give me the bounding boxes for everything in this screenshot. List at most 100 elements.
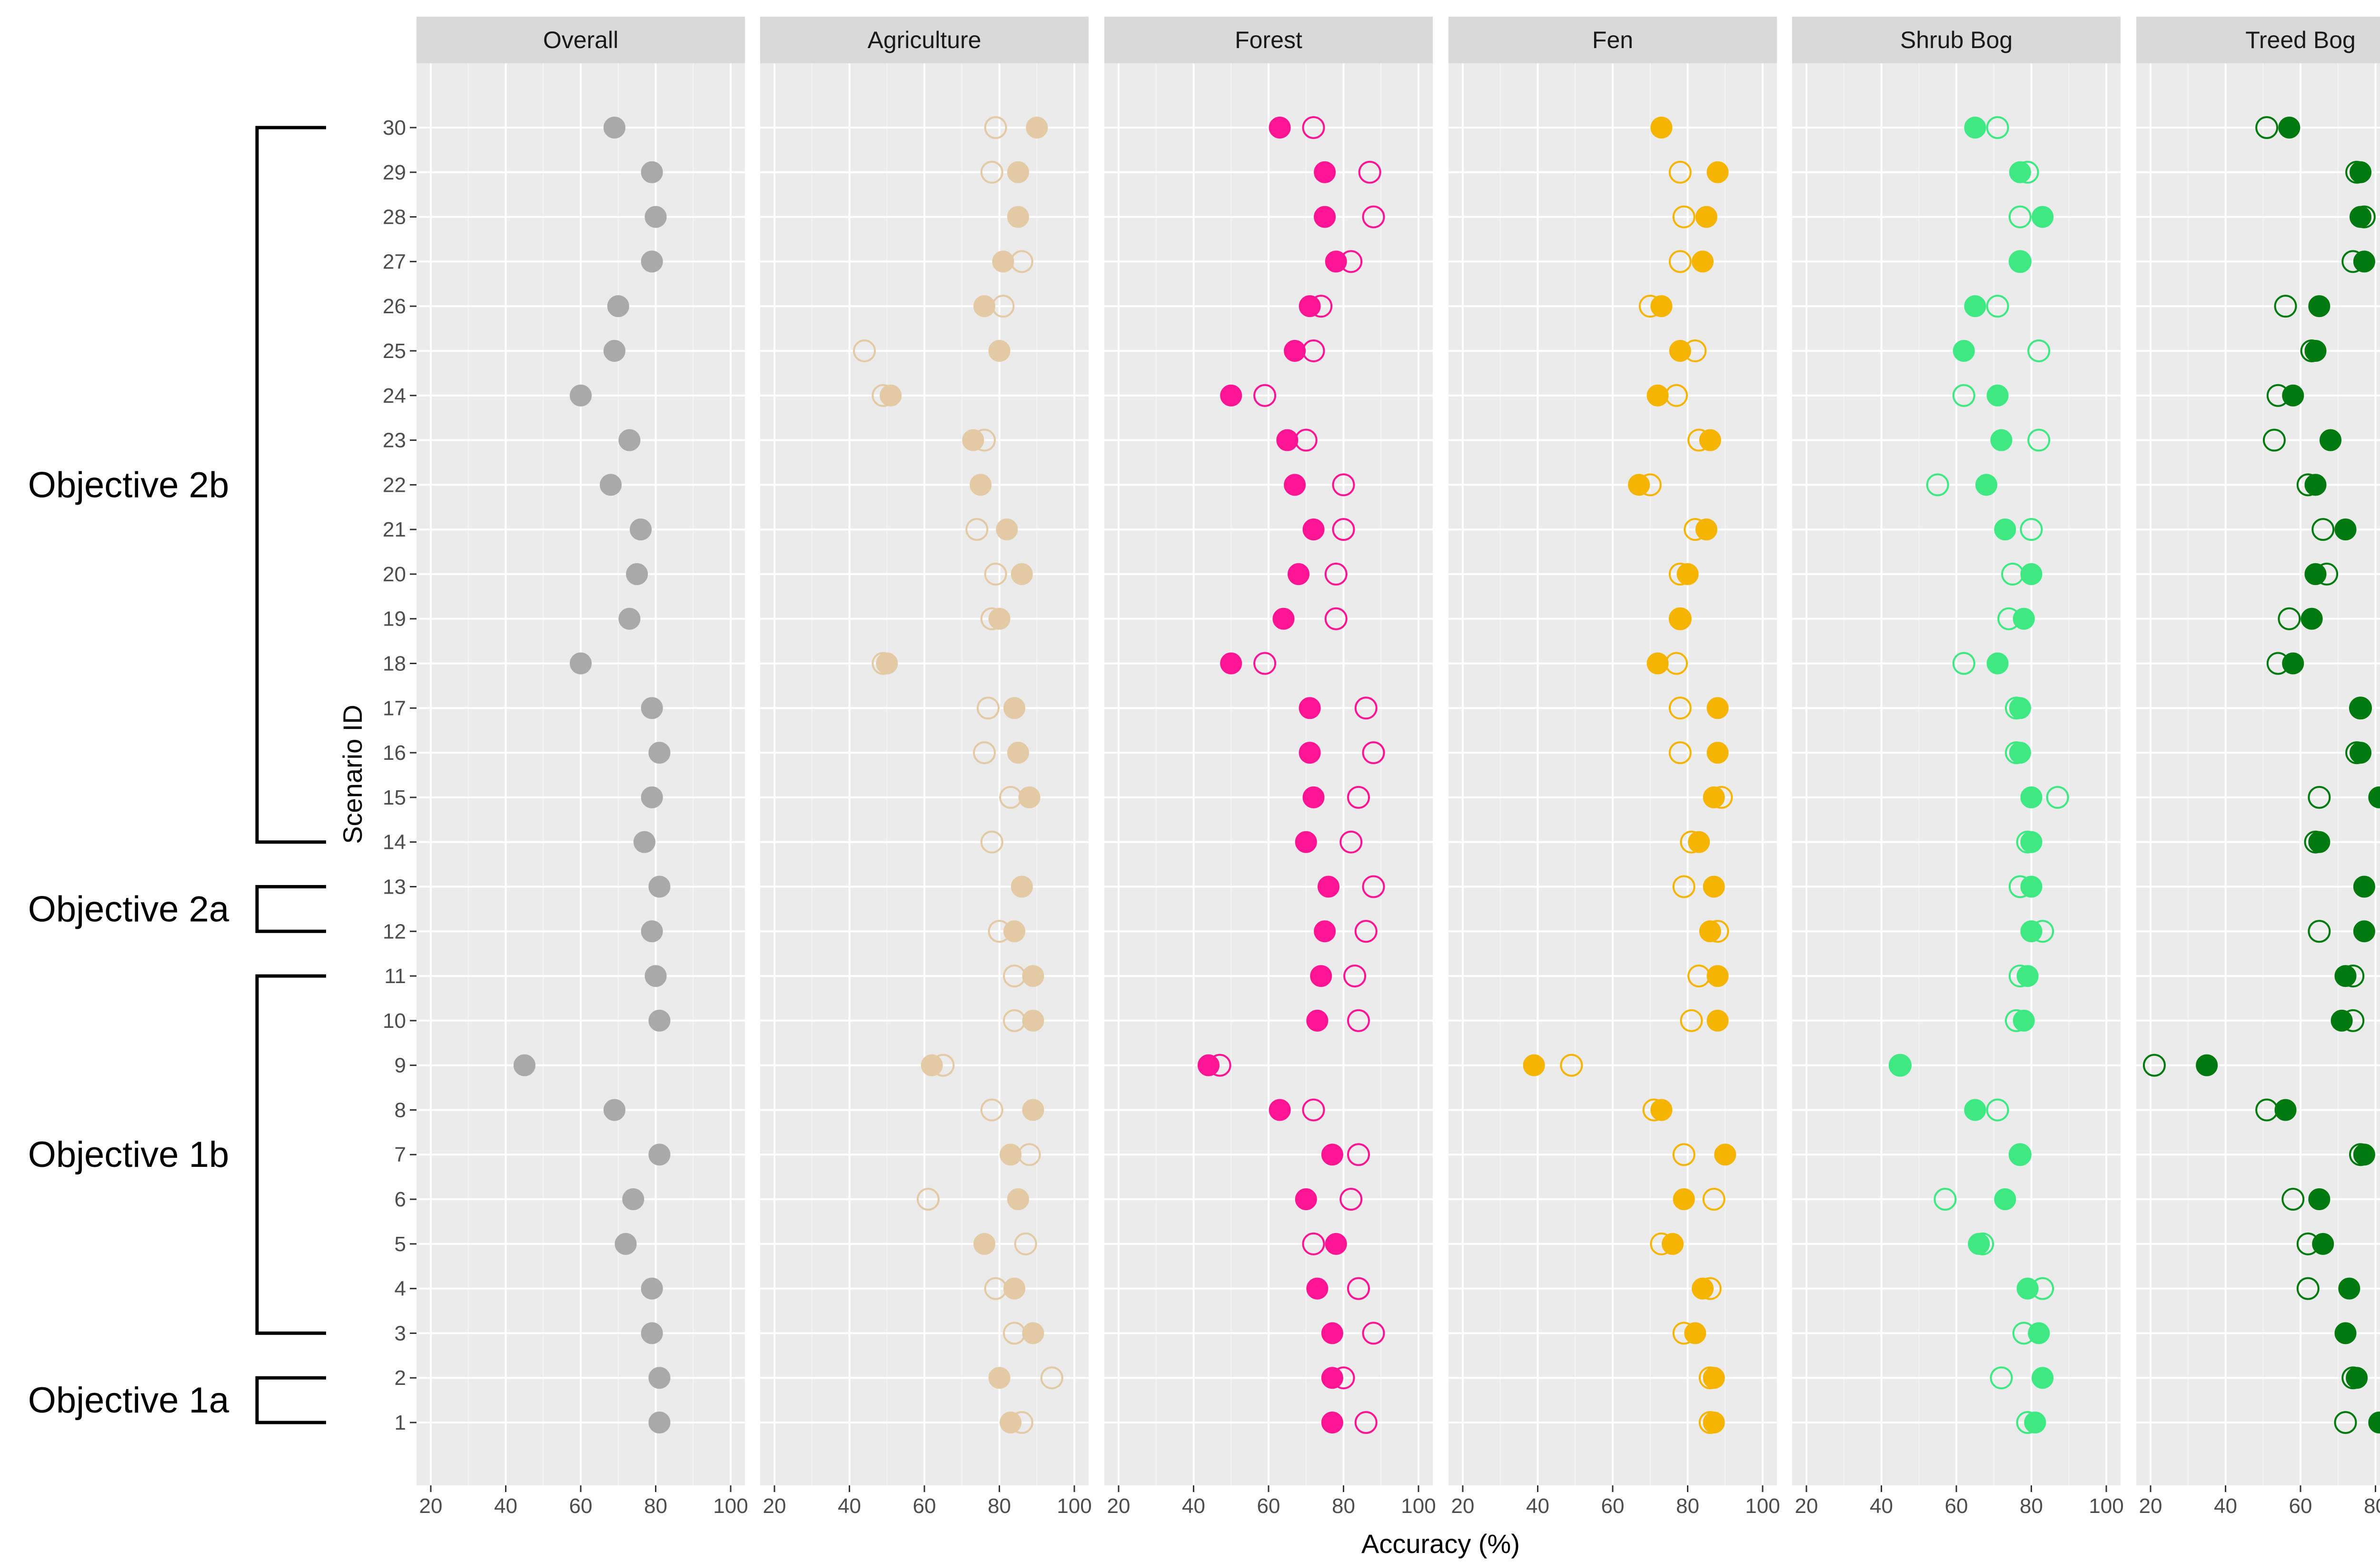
point-filled — [2346, 1367, 2368, 1389]
facet-strip-label: Treed Bog — [2245, 27, 2356, 53]
point-filled — [648, 1144, 671, 1166]
point-filled — [626, 563, 648, 585]
point-filled — [921, 1054, 943, 1076]
point-open — [1672, 875, 1696, 898]
point-open — [1990, 1366, 2013, 1390]
point-filled — [2274, 1099, 2297, 1121]
y-tick-label: 2 — [395, 1366, 406, 1390]
point-filled — [1007, 1188, 1029, 1211]
x-tick-label: 20 — [1107, 1494, 1130, 1518]
panel-background — [2136, 63, 2380, 1485]
point-open — [1302, 116, 1325, 139]
x-tick-label: 100 — [1745, 1494, 1780, 1518]
point-filled — [1662, 1233, 1684, 1255]
x-tick-label: 60 — [2289, 1494, 2312, 1518]
point-filled — [2304, 474, 2327, 496]
point-open — [1354, 1411, 1378, 1434]
panel-fen: Fen 20 40 60 80 100 — [1448, 17, 1780, 1518]
x-tick-label: 60 — [1257, 1494, 1280, 1518]
point-filled — [2016, 965, 2039, 987]
objective-group-brackets: Objective 1a Objective 1b Objective 2a Obje… — [28, 126, 326, 1424]
point-filled — [1703, 876, 1725, 898]
point-filled — [2308, 831, 2330, 853]
point-open — [2281, 1188, 2305, 1211]
point-filled — [1692, 1277, 1714, 1300]
facet-strip-label: Forest — [1235, 27, 1302, 53]
point-filled — [1994, 518, 2016, 541]
x-tick-label: 100 — [2089, 1494, 2123, 1518]
point-filled — [2301, 607, 2323, 630]
point-open — [980, 1098, 1003, 1122]
point-filled — [1198, 1054, 1220, 1076]
point-open — [1253, 652, 1277, 675]
y-tick-label: 3 — [395, 1322, 406, 1345]
point-open — [1680, 1009, 1703, 1032]
point-open — [984, 562, 1007, 586]
point-filled — [2330, 1009, 2353, 1032]
y-tick-label: 7 — [395, 1143, 406, 1166]
point-filled — [2278, 117, 2301, 139]
point-open — [973, 741, 996, 765]
facet-strip-label: Overall — [543, 27, 618, 53]
facet-strip — [1448, 17, 1777, 63]
point-filled — [645, 965, 667, 987]
point-filled — [570, 652, 592, 675]
point-open — [1934, 1188, 1957, 1211]
y-tick-label: 17 — [383, 696, 406, 720]
point-filled — [1628, 474, 1650, 496]
point-filled — [988, 1367, 1011, 1389]
point-filled — [1000, 1412, 1022, 1433]
point-filled — [988, 607, 1011, 630]
facet-strip — [2136, 17, 2380, 63]
point-filled — [2020, 920, 2043, 943]
point-filled — [1314, 161, 1336, 183]
point-filled — [2304, 563, 2327, 585]
x-tick-label: 40 — [494, 1494, 517, 1518]
point-open — [1668, 250, 1692, 273]
y-tick-label: 28 — [383, 206, 406, 229]
y-tick-label: 1 — [395, 1411, 406, 1434]
point-filled — [1302, 518, 1325, 541]
point-filled — [1007, 161, 1029, 183]
point-open — [984, 116, 1007, 139]
facet-strip-label: Fen — [1592, 27, 1633, 53]
point-filled — [2320, 429, 2341, 451]
point-filled — [1321, 1144, 1343, 1166]
point-open — [1332, 518, 1355, 541]
point-filled — [630, 518, 652, 541]
point-filled — [1975, 474, 1997, 496]
point-filled — [1703, 1367, 1725, 1389]
point-filled — [1646, 384, 1669, 407]
point-open — [1302, 1232, 1325, 1255]
point-filled — [1650, 1099, 1673, 1121]
point-filled — [1646, 652, 1669, 675]
point-filled — [1314, 206, 1336, 228]
point-filled — [1269, 1099, 1291, 1121]
point-filled — [2020, 563, 2043, 585]
facet-strip-label: Shrub Bog — [1900, 27, 2013, 53]
point-filled — [2334, 1322, 2357, 1344]
point-filled — [2334, 965, 2357, 987]
x-tick-label: 100 — [713, 1494, 748, 1518]
group-bracket: Objective 1b — [28, 974, 326, 1335]
y-tick-label: 23 — [383, 429, 406, 452]
point-filled — [2308, 1188, 2330, 1211]
axis-titles: Accuracy (%) Scenario ID — [337, 705, 1520, 1559]
point-filled — [2368, 1412, 2380, 1433]
point-filled — [600, 474, 622, 496]
point-open — [1986, 116, 2009, 139]
point-filled — [1669, 607, 1691, 630]
point-open — [1986, 295, 2009, 318]
point-filled — [876, 652, 898, 675]
point-filled — [1295, 1188, 1317, 1211]
point-open — [1362, 1322, 1385, 1345]
point-filled — [1007, 742, 1029, 764]
facet-strip — [1792, 17, 2121, 63]
point-open — [1668, 741, 1692, 765]
point-open — [2027, 339, 2051, 362]
point-filled — [2368, 786, 2380, 808]
point-filled — [1220, 384, 1242, 407]
point-filled — [1714, 1144, 1736, 1166]
point-filled — [2353, 920, 2375, 943]
point-open — [2142, 1054, 2166, 1077]
